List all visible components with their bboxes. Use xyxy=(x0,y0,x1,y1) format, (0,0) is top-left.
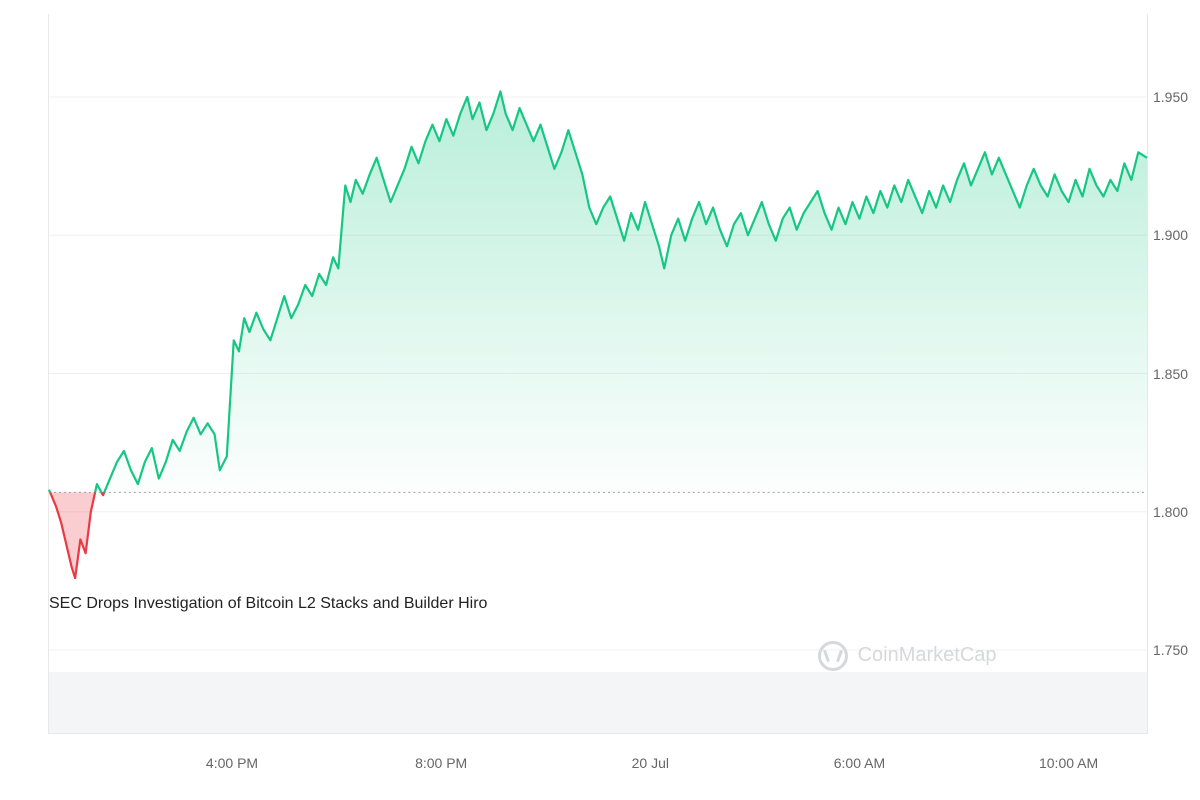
price-chart: 1.7501.8001.8501.9001.950 4:00 PM8:00 PM… xyxy=(48,14,1148,734)
price-line-svg xyxy=(49,14,1147,733)
news-annotation-text: SEC Drops Investigation of Bitcoin L2 St… xyxy=(49,595,487,612)
x-tick-label: 8:00 PM xyxy=(415,755,467,771)
y-tick-label: 1.800 xyxy=(1153,504,1200,520)
y-tick-label: 1.850 xyxy=(1153,366,1200,382)
watermark: CoinMarketCap xyxy=(818,641,997,671)
x-tick-label: 10:00 AM xyxy=(1039,755,1098,771)
volume-band xyxy=(49,672,1147,733)
coinmarketcap-logo-icon xyxy=(818,641,848,671)
y-tick-label: 1.950 xyxy=(1153,89,1200,105)
plot-area: 1.7501.8001.8501.9001.950 4:00 PM8:00 PM… xyxy=(49,14,1147,733)
watermark-text: CoinMarketCap xyxy=(858,644,997,667)
news-annotation: SEC Drops Investigation of Bitcoin L2 St… xyxy=(49,595,487,613)
y-tick-label: 1.900 xyxy=(1153,227,1200,243)
x-tick-label: 4:00 PM xyxy=(206,755,258,771)
x-tick-label: 6:00 AM xyxy=(834,755,885,771)
y-tick-label: 1.750 xyxy=(1153,642,1200,658)
x-tick-label: 20 Jul xyxy=(632,755,669,771)
